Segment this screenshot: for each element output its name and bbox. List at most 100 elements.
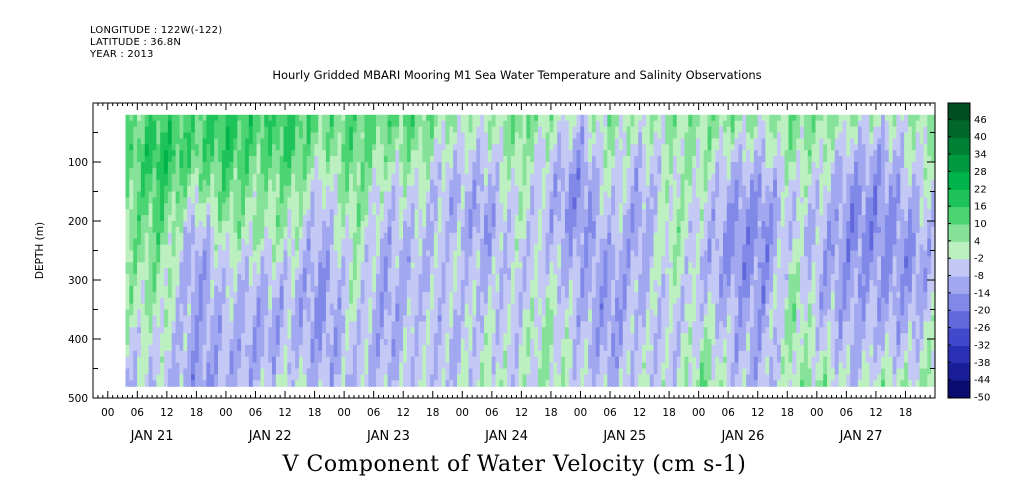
heat-cell — [399, 162, 404, 169]
heat-cell — [530, 238, 535, 246]
heat-cell — [352, 197, 358, 204]
heat-cell — [499, 167, 504, 175]
heat-cell — [202, 162, 208, 169]
heat-cell — [379, 232, 385, 240]
heat-cell — [499, 179, 504, 187]
heat-cell — [218, 144, 223, 151]
heat-cell — [252, 356, 258, 364]
heat-cell — [379, 280, 385, 287]
heat-cell — [534, 280, 539, 287]
heat-cell — [264, 167, 269, 175]
heat-cell — [248, 374, 254, 381]
heat-cell — [414, 297, 420, 305]
heat-cell — [433, 156, 439, 163]
heat-cell — [287, 120, 292, 128]
heat-cell — [522, 285, 527, 293]
heat-cell — [433, 333, 439, 340]
heat-cell — [526, 285, 531, 293]
heat-cell — [329, 280, 335, 287]
heat-cell — [530, 250, 535, 257]
heat-cell — [152, 374, 157, 381]
heat-cell — [372, 179, 377, 187]
heat-cell — [356, 339, 362, 346]
heat-cell — [349, 344, 354, 352]
heat-cell — [310, 150, 315, 157]
heat-cell — [372, 262, 377, 269]
heat-cell — [499, 333, 504, 340]
heat-cell — [298, 179, 304, 187]
heat-cell — [256, 238, 262, 246]
heat-cell — [441, 309, 447, 316]
heat-cell — [418, 250, 423, 257]
heat-cell — [541, 114, 547, 122]
heat-cell — [345, 280, 350, 287]
heat-cell — [433, 344, 439, 352]
heat-cell — [194, 250, 200, 257]
heat-cell — [406, 362, 412, 370]
heat-cell — [167, 179, 173, 187]
heat-cell — [418, 191, 423, 198]
heat-cell — [241, 173, 246, 181]
heat-cell — [295, 120, 300, 128]
heat-cell — [476, 362, 481, 370]
heat-cell — [433, 285, 439, 293]
heat-cell — [287, 185, 292, 193]
heat-cell — [179, 144, 184, 151]
heat-cell — [164, 215, 169, 222]
heat-cell — [248, 179, 254, 187]
heat-cell — [480, 327, 485, 334]
heat-cell — [202, 303, 208, 311]
heat-cell — [445, 280, 450, 287]
heat-cell — [248, 226, 254, 234]
heat-cell — [318, 356, 323, 364]
heat-cell — [426, 356, 431, 364]
heat-cell — [144, 156, 150, 163]
heat-cell — [352, 221, 358, 228]
heat-cell — [179, 380, 184, 387]
heat-cell — [310, 226, 315, 234]
heat-cell — [387, 203, 393, 210]
heat-cell — [503, 374, 508, 381]
heat-cell — [229, 297, 235, 305]
heat-cell — [372, 132, 377, 139]
heat-cell — [464, 303, 470, 311]
heat-cell — [526, 114, 531, 122]
heat-cell — [495, 368, 501, 375]
heat-cell — [406, 197, 412, 204]
heat-cell — [156, 280, 161, 287]
heat-cell — [279, 321, 285, 328]
heat-cell — [260, 138, 265, 145]
heat-cell — [430, 226, 435, 234]
heat-cell — [510, 197, 516, 204]
heat-cell — [198, 321, 204, 328]
heat-cell — [514, 362, 520, 370]
heat-cell — [279, 197, 285, 204]
heat-cell — [352, 173, 358, 181]
heat-cell — [487, 203, 493, 210]
heat-cell — [191, 362, 196, 370]
heat-cell — [495, 321, 501, 328]
heat-cell — [298, 315, 304, 322]
heat-cell — [156, 309, 161, 316]
heat-cell — [337, 138, 342, 145]
heat-cell — [140, 256, 146, 263]
heat-cell — [426, 321, 431, 328]
heat-cell — [468, 380, 474, 387]
heat-cell — [534, 333, 539, 340]
heat-cell — [445, 215, 450, 222]
heat-cell — [541, 244, 547, 252]
heat-cell — [403, 291, 408, 299]
heat-cell — [167, 244, 173, 252]
heat-cell — [514, 120, 520, 128]
heat-cell — [160, 321, 165, 328]
heat-cell — [387, 368, 393, 375]
heat-cell — [360, 344, 366, 352]
heat-cell — [483, 380, 489, 387]
heat-cell — [252, 291, 258, 299]
heat-cell — [125, 262, 130, 269]
heat-cell — [260, 362, 265, 370]
heat-cell — [322, 339, 327, 346]
heat-cell — [345, 179, 350, 187]
heat-cell — [329, 327, 335, 334]
heat-cell — [245, 315, 250, 322]
